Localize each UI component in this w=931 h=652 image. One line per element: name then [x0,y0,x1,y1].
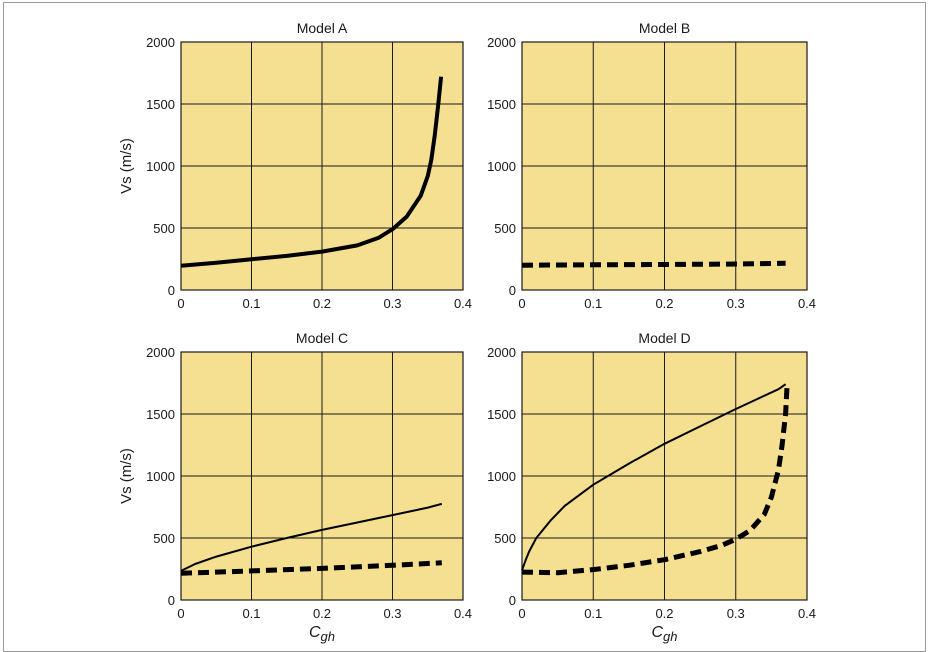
panel-c-y-tick-label: 0 [168,593,175,608]
panel-b-x-tick-label: 0.3 [727,296,745,311]
panel-d-y-tick-label: 1000 [487,469,516,484]
panel-b-x-tick-label: 0.1 [584,296,602,311]
panel-b-x-tick-label: 0.4 [798,296,816,311]
panel-d-x-tick-label: 0.1 [584,606,602,621]
panel-a-series-1-thick-solid [180,76,444,268]
panel-d-y-tick-label: 500 [494,531,516,546]
panel-c-x-axis-label: Cgh [309,624,335,644]
panel-a-x-tick-label: 0.1 [242,296,260,311]
panel-a-title: Model A [297,20,348,36]
panel-c-x-tick-label: 0.2 [313,606,331,621]
panel-d-x-tick-label: 0.2 [655,606,673,621]
panel-b: 0 0.1 0.2 0.3 0.4 0 500 1000 1500 2000 Model B [487,20,816,311]
panel-c-y-tick-label: 500 [153,531,175,546]
panel-b-y-tick-label: 1000 [487,159,516,174]
panel-c-x-tick-label: 0.4 [454,606,472,621]
panel-d-y-tick-label: 0 [509,593,516,608]
panel-a-y-tick-label: 2000 [146,35,175,50]
panel-c-y-tick-label: 1500 [146,407,175,422]
panel-a: 0 0.1 0.2 0.3 0.4 0 500 1000 1500 2000 Model A Vs (… [118,20,472,311]
panel-a-frame [180,41,464,291]
panel-b-title: Model B [639,20,690,36]
panel-a-y-tick-label: 1000 [146,159,175,174]
panel-a-x-tick-label: 0.3 [383,296,401,311]
panel-c-title: Model C [296,330,348,346]
panel-d-x-axis-label: Cgh [651,624,677,644]
panel-b-y-tick-label: 1500 [487,97,516,112]
panel-c-series-2-dashed [180,560,442,576]
panel-b-y-tick-label: 0 [509,283,516,298]
panel-a-y-tick-label: 1500 [146,97,175,112]
panel-c-y-tick-label: 2000 [146,345,175,360]
panel-c-x-tick-label: 0.3 [383,606,401,621]
panel-d: 0 0.1 0.2 0.3 0.4 0 500 1000 1500 2000 Model D Cgh [487,330,816,644]
panel-a-y-tick-label: 500 [153,221,175,236]
panel-b-series-1-dashed [521,260,786,268]
panel-c-y-axis-label: Vs (m/s) [118,448,135,504]
panel-b-x-tick-label: 0.2 [655,296,673,311]
panel-a-y-tick-label: 0 [168,283,175,298]
panel-d-y-tick-label: 1500 [487,407,516,422]
panel-d-x-tick-label: 0.4 [798,606,816,621]
panel-b-y-tick-label: 500 [494,221,516,236]
panel-b-frame [521,41,808,291]
panel-d-series-1-thin-solid [521,383,787,571]
panel-d-x-tick-label: 0.3 [727,606,745,621]
panel-c-x-tick-label: 0 [177,606,184,621]
panel-c-y-tick-label: 1000 [146,469,175,484]
panel-b-x-tick-label: 0 [518,296,525,311]
panel-b-y-tick-label: 2000 [487,35,516,50]
panel-d-title: Model D [638,330,690,346]
panel-d-frame [521,351,808,601]
panel-c-x-tick-label: 0.1 [242,606,260,621]
panel-c-series-1-thin-solid [180,502,443,572]
panel-a-y-axis-label: Vs (m/s) [118,138,135,194]
panel-a-x-tick-label: 0 [177,296,184,311]
panel-c-frame [180,351,464,601]
panel-d-y-tick-label: 2000 [487,345,516,360]
panel-a-x-tick-label: 0.4 [454,296,472,311]
panel-a-x-tick-label: 0.2 [313,296,331,311]
panel-d-x-tick-label: 0 [518,606,525,621]
panel-c: 0 0.1 0.2 0.3 0.4 0 500 1000 1500 2000 Model C Vs (… [118,330,472,644]
